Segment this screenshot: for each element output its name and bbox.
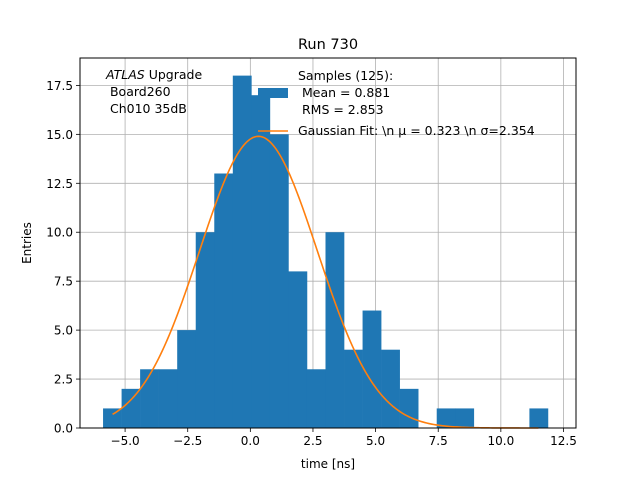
- histogram-bar: [399, 388, 419, 428]
- histogram-bar: [455, 408, 475, 428]
- legend-fit-label: Gaussian Fit: \n μ = 0.323 \n σ=2.354: [298, 123, 535, 138]
- histogram-bar: [269, 134, 289, 428]
- histogram-bar: [381, 349, 400, 428]
- y-tick-label: 10.0: [46, 226, 73, 240]
- histogram-bar: [306, 369, 326, 428]
- legend-hist-line-3: RMS = 2.853: [298, 102, 384, 117]
- axes-frame: [79, 57, 577, 429]
- x-tick-label: 10.0: [487, 434, 514, 448]
- x-tick-label: 5.0: [366, 434, 385, 448]
- histogram-bar: [195, 232, 215, 428]
- histogram-bar: [325, 232, 345, 428]
- x-tick-label: 0.0: [241, 434, 260, 448]
- y-tick-label: 12.5: [46, 177, 73, 191]
- legend-hist-line-1: Samples (125):: [298, 68, 393, 83]
- histogram-bar: [232, 75, 252, 428]
- gaussian-fit: [112, 135, 539, 429]
- x-tick-label: −5.0: [111, 434, 140, 448]
- histogram-bars: [103, 75, 549, 428]
- histogram-bar: [121, 388, 141, 428]
- x-tick-label: 12.5: [550, 434, 577, 448]
- histogram-bar: [529, 408, 549, 428]
- histogram-bar: [436, 408, 456, 428]
- legend: Samples (125): Mean = 0.881 RMS = 2.853 …: [258, 68, 535, 138]
- y-axis-label: Entries: [20, 222, 34, 264]
- legend-hist-line-2: Mean = 0.881: [298, 85, 390, 100]
- axis-ticks: −5.0 −2.5 0.0 2.5 5.0 7.5 10.0 12.5 0.0 2.5 5.0 7.5…: [46, 79, 577, 448]
- x-axis-label: time [ns]: [301, 457, 355, 471]
- histogram-bar: [177, 330, 197, 428]
- x-tick-label: −2.5: [173, 434, 202, 448]
- svg-text:ATLAS Upgrade: ATLAS Upgrade: [105, 67, 202, 82]
- y-tick-label: 15.0: [46, 128, 73, 142]
- y-tick-label: 7.5: [54, 275, 73, 289]
- x-tick-label: 2.5: [303, 434, 322, 448]
- y-tick-label: 5.0: [54, 324, 73, 338]
- x-tick-label: 7.5: [429, 434, 448, 448]
- gaussian-fit-line: [112, 135, 539, 429]
- y-tick-label: 2.5: [54, 373, 73, 387]
- histogram-bar: [214, 173, 234, 428]
- histogram-bar: [140, 369, 159, 428]
- atlas-annotation: ATLAS Upgrade Board260 Ch010 35dB: [105, 67, 202, 116]
- histogram-bar: [103, 408, 122, 428]
- histogram-bar: [251, 95, 271, 428]
- histogram-bar: [288, 271, 308, 428]
- annotation-channel: Ch010 35dB: [106, 101, 187, 116]
- histogram-bar: [344, 349, 363, 428]
- annotation-board: Board260: [106, 84, 171, 99]
- annotation-upgrade: Upgrade: [145, 67, 203, 82]
- histogram-bar: [158, 369, 178, 428]
- y-tick-label: 17.5: [46, 79, 73, 93]
- histogram-bar: [362, 310, 382, 428]
- chart-title: Run 730: [298, 37, 358, 53]
- annotation-atlas: ATLAS: [105, 67, 145, 82]
- legend-hist-patch: [258, 88, 288, 98]
- y-tick-label: 0.0: [54, 422, 73, 436]
